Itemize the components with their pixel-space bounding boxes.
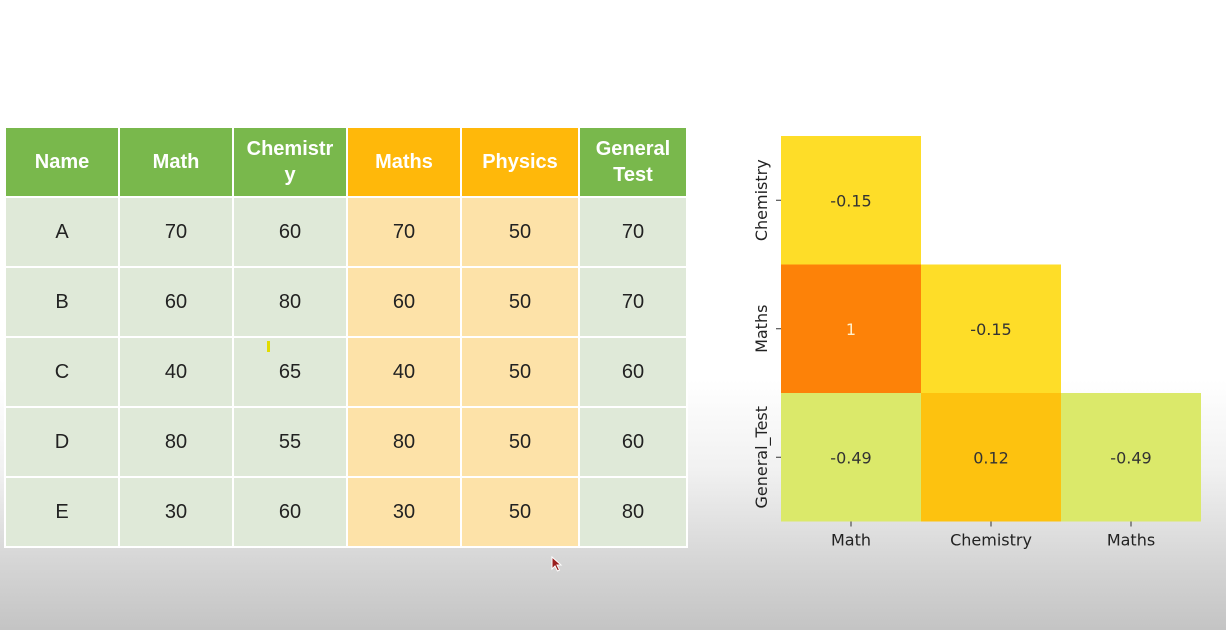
- table-cell: 65: [232, 336, 348, 408]
- table-cell: 50: [460, 336, 580, 408]
- y-tick-label: Maths: [752, 305, 771, 353]
- mouse-cursor-icon: [551, 556, 563, 572]
- table-cell: 80: [232, 266, 348, 338]
- table-cell: 50: [460, 476, 580, 548]
- table-cell: 70: [578, 266, 688, 338]
- heatmap-cell-label: 1: [846, 320, 856, 339]
- table-cell: 60: [346, 266, 462, 338]
- header-maths: Maths: [346, 126, 462, 198]
- y-tick-label: General_Test: [752, 406, 772, 509]
- header-name: Name: [4, 126, 120, 198]
- table-cell: 60: [232, 476, 348, 548]
- table-cell: 60: [578, 336, 688, 408]
- header-chemistry: Chemistry: [232, 126, 348, 198]
- table-row: C 40 65 40 50 60: [4, 336, 688, 408]
- header-physics: Physics: [460, 126, 580, 198]
- y-tick-label: Chemistry: [752, 159, 771, 241]
- x-tick-label: Chemistry: [950, 531, 1032, 550]
- heatmap-cell-label: -0.15: [830, 191, 871, 210]
- table-cell: 40: [346, 336, 462, 408]
- table-cell: 50: [460, 196, 580, 268]
- table-row: E 30 60 30 50 80: [4, 476, 688, 548]
- table-header-row: Name Math Chemistry Maths Physics Genera…: [4, 126, 688, 198]
- x-tick-label: Maths: [1107, 531, 1155, 550]
- table-cell: 60: [232, 196, 348, 268]
- heatmap-cell-general_test-chemistry: [921, 393, 1061, 522]
- table-cell: C: [4, 336, 120, 408]
- scores-table: Name Math Chemistry Maths Physics Genera…: [4, 126, 688, 548]
- heatmap-cell-label: -0.15: [970, 320, 1011, 339]
- table-cell: 30: [346, 476, 462, 548]
- heatmap-cell-general_test-math: [781, 393, 921, 522]
- table-cell: 70: [346, 196, 462, 268]
- header-math: Math: [118, 126, 234, 198]
- table-row: B 60 80 60 50 70: [4, 266, 688, 338]
- table-cell: 55: [232, 406, 348, 478]
- header-general-test: General Test: [578, 126, 688, 198]
- table-cell: 50: [460, 406, 580, 478]
- table-cell: 40: [118, 336, 234, 408]
- heatmap-cell-maths-math: [781, 264, 921, 393]
- table-cell: 80: [118, 406, 234, 478]
- heatmap-cell-label: 0.12: [973, 448, 1009, 467]
- correlation-heatmap: -0.15 1 -0.15 -0.49 0.12 -0.49 Math Chemistry Ma…: [752, 136, 1201, 550]
- heatmap-cell-chemistry-math: [781, 136, 921, 265]
- heatmap-cell-general_test-maths: [1061, 393, 1201, 522]
- heatmap-cell-label: -0.49: [1110, 448, 1151, 467]
- table-cell: 50: [460, 266, 580, 338]
- table-cell: D: [4, 406, 120, 478]
- table-cell: 80: [578, 476, 688, 548]
- table-cell: 80: [346, 406, 462, 478]
- table-cell: 70: [118, 196, 234, 268]
- table-cell: 60: [118, 266, 234, 338]
- text-caret: [267, 341, 270, 352]
- table-cell: B: [4, 266, 120, 338]
- heatmap-cell-label: -0.49: [830, 448, 871, 467]
- heatmap-cell-maths-chemistry: [921, 264, 1061, 393]
- table-cell: 70: [578, 196, 688, 268]
- x-tick-label: Math: [831, 531, 871, 550]
- table-cell: 60: [578, 406, 688, 478]
- table-row: A 70 60 70 50 70: [4, 196, 688, 268]
- table-cell: 30: [118, 476, 234, 548]
- table-cell: A: [4, 196, 120, 268]
- table-row: D 80 55 80 50 60: [4, 406, 688, 478]
- table-cell: E: [4, 476, 120, 548]
